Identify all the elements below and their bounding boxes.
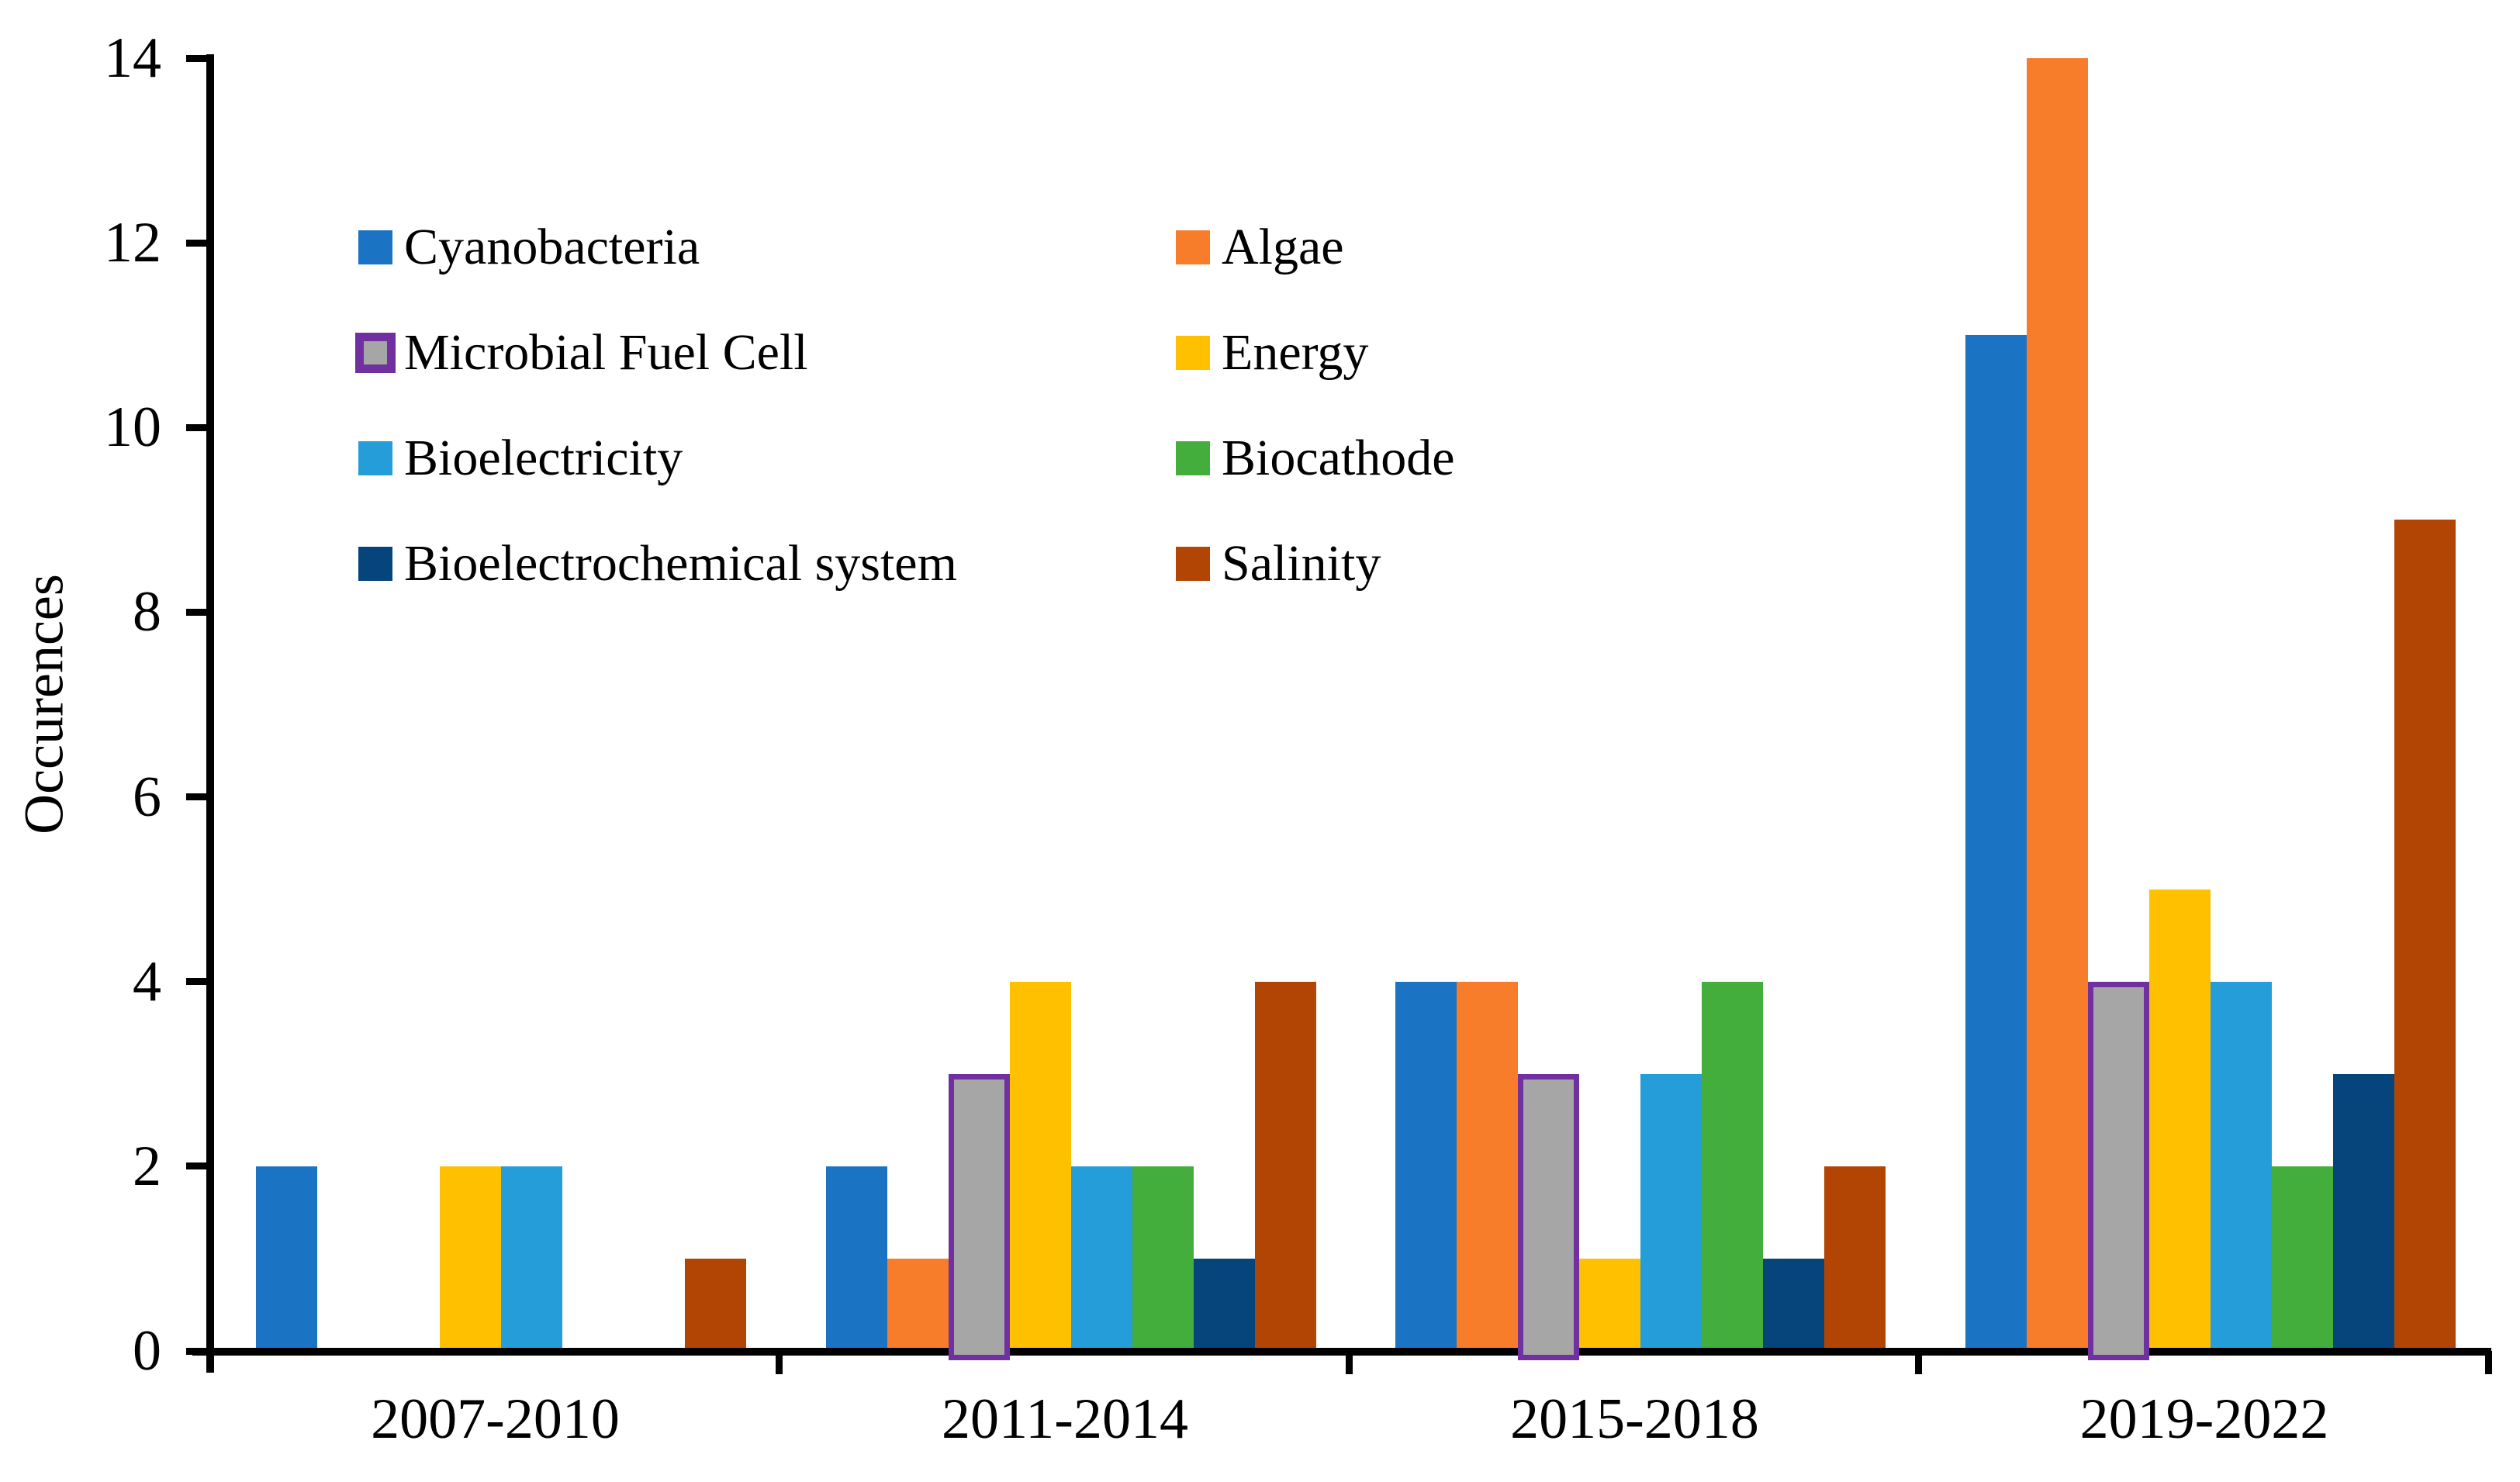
bar-energy-2007-2010 bbox=[440, 1166, 501, 1348]
y-tick-label-0: 0 bbox=[133, 1319, 161, 1383]
y-tick-label-4: 4 bbox=[133, 949, 161, 1014]
bar-salinity-2007-2010 bbox=[685, 1259, 746, 1348]
legend-label: Biocathode bbox=[1222, 430, 1455, 486]
legend-item-bioelectrochemical-system: Bioelectrochemical system bbox=[358, 535, 957, 592]
bar-bioelectricity-2007-2010 bbox=[501, 1166, 562, 1348]
bar-biocathode-2015-2018 bbox=[1702, 982, 1763, 1348]
bar-microbial-fuel-cell-2019-2022 bbox=[2088, 982, 2149, 1360]
bar-cyanobacteria-2007-2010 bbox=[256, 1166, 317, 1348]
legend-label: Salinity bbox=[1222, 535, 1381, 592]
x-group-label-2007-2010: 2007-2010 bbox=[371, 1387, 620, 1451]
bar-bioelectrochemical-system-2019-2022 bbox=[2333, 1074, 2394, 1348]
bar-algae-2011-2014 bbox=[887, 1259, 949, 1348]
x-tick-mark-1 bbox=[776, 1351, 783, 1374]
legend-label: Microbial Fuel Cell bbox=[404, 324, 808, 381]
legend-label: Bioelectricity bbox=[404, 430, 683, 486]
legend-swatch-microbial-fuel-cell bbox=[355, 333, 396, 373]
legend-item-microbial-fuel-cell: Microbial Fuel Cell bbox=[355, 324, 808, 381]
bar-energy-2011-2014 bbox=[1010, 982, 1071, 1348]
legend-item-salinity: Salinity bbox=[1176, 535, 1381, 592]
legend-swatch-salinity bbox=[1176, 547, 1210, 581]
legend-swatch-bioelectricity bbox=[358, 441, 392, 475]
x-tick-mark-2 bbox=[1345, 1351, 1353, 1374]
bar-bioelectrochemical-system-2011-2014 bbox=[1194, 1259, 1255, 1348]
x-group-label-2011-2014: 2011-2014 bbox=[942, 1387, 1188, 1451]
bar-salinity-2011-2014 bbox=[1255, 982, 1316, 1348]
legend-item-cyanobacteria: Cyanobacteria bbox=[358, 219, 700, 275]
bar-energy-2015-2018 bbox=[1579, 1259, 1640, 1348]
bar-biocathode-2011-2014 bbox=[1132, 1166, 1194, 1348]
y-tick-mark-6 bbox=[186, 793, 208, 801]
bar-cyanobacteria-2015-2018 bbox=[1395, 982, 1457, 1348]
y-tick-label-12: 12 bbox=[104, 211, 161, 275]
bar-salinity-2015-2018 bbox=[1824, 1166, 1886, 1348]
bar-bioelectricity-2015-2018 bbox=[1640, 1074, 1702, 1348]
legend-swatch-cyanobacteria bbox=[358, 230, 392, 264]
bar-algae-2019-2022 bbox=[2027, 58, 2088, 1348]
bar-cyanobacteria-2011-2014 bbox=[826, 1166, 887, 1348]
y-tick-mark-8 bbox=[186, 608, 208, 616]
legend-label: Cyanobacteria bbox=[404, 219, 700, 275]
bar-energy-2019-2022 bbox=[2149, 890, 2211, 1348]
y-axis-line bbox=[206, 54, 214, 1373]
y-tick-mark-0 bbox=[186, 1347, 208, 1355]
legend-swatch-bioelectrochemical-system bbox=[358, 547, 392, 581]
x-group-label-2019-2022: 2019-2022 bbox=[2079, 1387, 2329, 1451]
bar-bioelectricity-2019-2022 bbox=[2211, 982, 2272, 1348]
legend-item-energy: Energy bbox=[1176, 324, 1369, 381]
y-tick-mark-2 bbox=[186, 1162, 208, 1170]
legend-swatch-biocathode bbox=[1176, 441, 1210, 475]
x-tick-mark-4 bbox=[2484, 1351, 2492, 1374]
y-tick-mark-4 bbox=[186, 978, 208, 986]
legend-item-bioelectricity: Bioelectricity bbox=[358, 430, 683, 486]
legend-item-algae: Algae bbox=[1176, 219, 1344, 275]
bar-microbial-fuel-cell-2011-2014 bbox=[949, 1074, 1010, 1360]
legend-label: Bioelectrochemical system bbox=[404, 535, 957, 592]
y-tick-label-14: 14 bbox=[104, 26, 161, 91]
y-tick-mark-14 bbox=[186, 54, 208, 62]
y-tick-label-6: 6 bbox=[133, 765, 161, 829]
bar-microbial-fuel-cell-2015-2018 bbox=[1518, 1074, 1579, 1360]
x-group-label-2015-2018: 2015-2018 bbox=[1510, 1387, 1759, 1451]
y-tick-label-8: 8 bbox=[133, 580, 161, 644]
legend-item-biocathode: Biocathode bbox=[1176, 430, 1455, 486]
bar-cyanobacteria-2019-2022 bbox=[1965, 335, 2027, 1348]
y-tick-label-2: 2 bbox=[133, 1134, 161, 1198]
bar-bioelectricity-2011-2014 bbox=[1071, 1166, 1132, 1348]
legend-label: Energy bbox=[1222, 324, 1369, 381]
x-tick-mark-3 bbox=[1915, 1351, 1922, 1374]
bar-salinity-2019-2022 bbox=[2394, 520, 2456, 1348]
y-tick-mark-10 bbox=[186, 423, 208, 431]
y-tick-mark-12 bbox=[186, 239, 208, 247]
bar-bioelectrochemical-system-2015-2018 bbox=[1763, 1259, 1824, 1348]
x-axis-line bbox=[192, 1348, 2491, 1356]
bar-biocathode-2019-2022 bbox=[2272, 1166, 2333, 1348]
bar-algae-2015-2018 bbox=[1457, 982, 1518, 1348]
legend-swatch-algae bbox=[1176, 230, 1210, 264]
legend-label: Algae bbox=[1222, 219, 1344, 275]
y-tick-label-10: 10 bbox=[104, 396, 161, 460]
legend-swatch-energy bbox=[1176, 336, 1210, 370]
